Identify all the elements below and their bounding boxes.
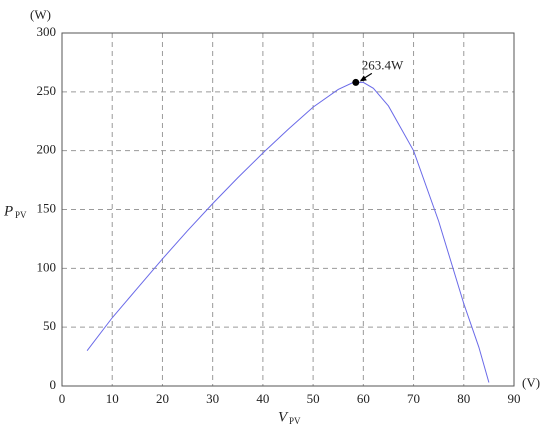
x-tick-label: 70 <box>407 391 420 406</box>
x-label-sub: PV <box>289 416 301 426</box>
y-tick-label: 200 <box>37 142 57 157</box>
x-tick-label: 50 <box>307 391 320 406</box>
x-unit: (V) <box>522 375 540 390</box>
x-label: V <box>278 409 289 425</box>
peak-label: 263.4W <box>362 57 404 72</box>
x-tick-label: 10 <box>106 391 119 406</box>
x-tick-label: 80 <box>457 391 470 406</box>
x-tick-label: 90 <box>508 391 521 406</box>
x-tick-label: 30 <box>206 391 219 406</box>
y-tick-label: 0 <box>50 377 57 392</box>
pv-curve <box>86 81 490 383</box>
y-tick-label: 150 <box>37 200 57 215</box>
y-tick-label: 300 <box>37 24 57 39</box>
x-tick-label: 0 <box>59 391 66 406</box>
peak-arrowhead <box>359 75 367 82</box>
y-tick-label: 50 <box>43 318 56 333</box>
x-tick-label: 20 <box>156 391 169 406</box>
peak-marker <box>352 78 360 86</box>
x-tick-label: 40 <box>256 391 269 406</box>
y-label-sub: PV <box>15 210 27 220</box>
y-tick-label: 100 <box>37 259 57 274</box>
y-unit: (W) <box>30 7 51 22</box>
x-tick-label: 60 <box>357 391 370 406</box>
plot-frame <box>61 32 515 387</box>
y-tick-label: 250 <box>37 83 57 98</box>
y-label: P <box>3 203 13 219</box>
